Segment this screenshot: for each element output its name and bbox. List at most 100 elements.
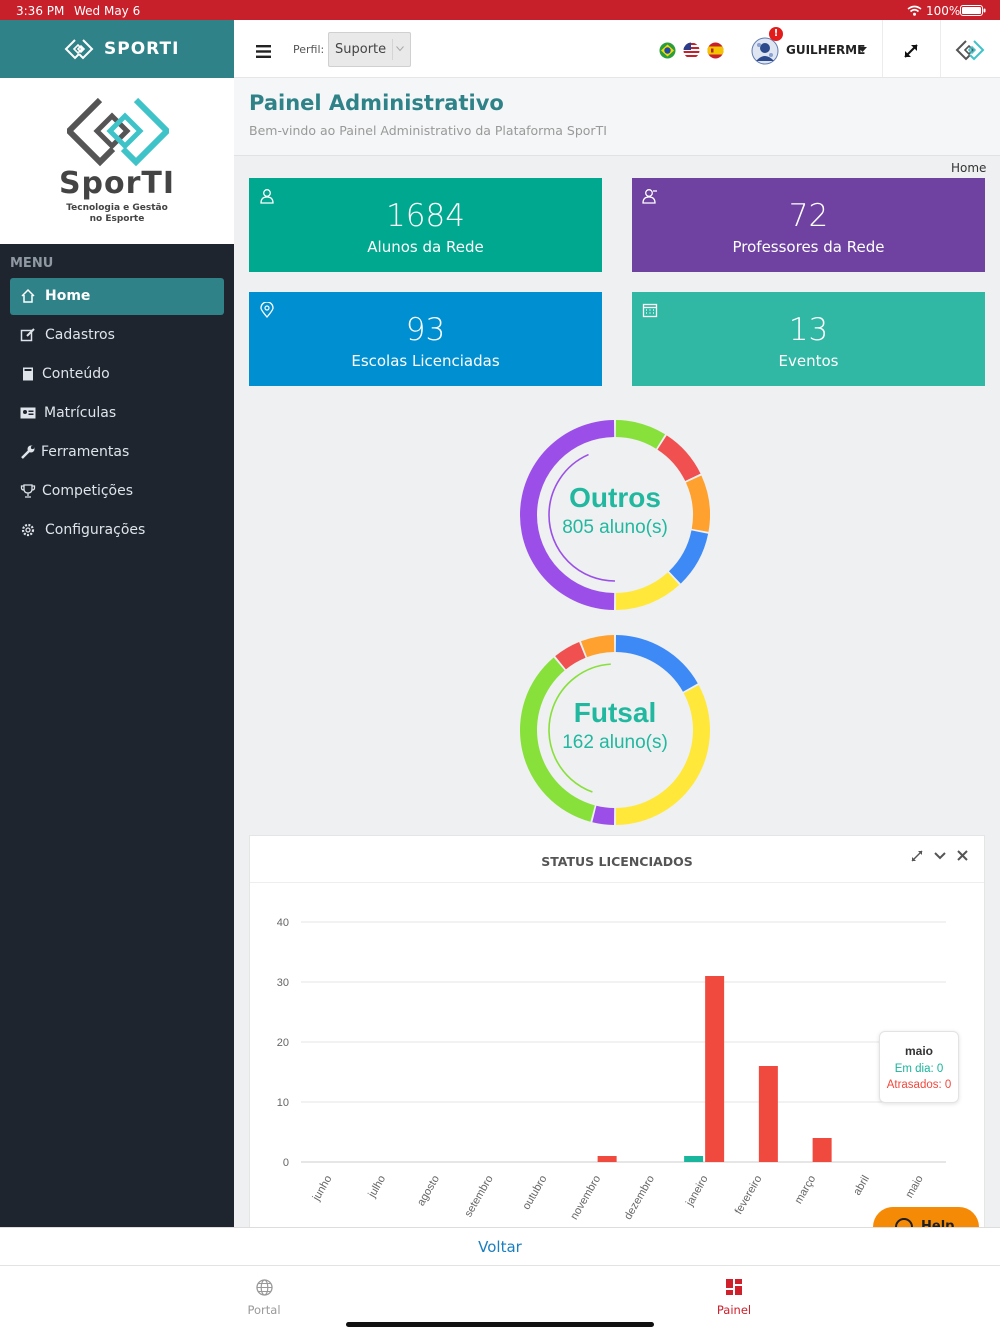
wrench-icon [21,445,35,459]
status-licenciados-panel: STATUS LICENCIADOS 0 10 20 30 40 junho julho ag… [249,835,985,1235]
user-avatar[interactable] [751,37,779,65]
sidebar-item-label: Cadastros [45,327,115,343]
logo-area: SporTI Tecnologia e Gestão no Esporte [0,78,234,244]
tab-label: Portal [247,1303,281,1317]
donut-segments [520,635,710,825]
home-indicator [346,1322,654,1327]
sidebar-item-matriculas[interactable]: Matrículas [10,395,224,432]
notification-badge[interactable]: ! [769,27,783,41]
flag-usa-icon[interactable] [683,42,700,59]
x-tick-label: junho [310,1174,334,1204]
x-tick-label: novembro [568,1174,603,1222]
tab-painel[interactable]: Painel [684,1272,784,1322]
sidebar-item-label: Configurações [45,522,146,538]
id-card-icon [20,407,36,419]
sidebar-item-conteudo[interactable]: Conteúdo [10,356,224,393]
stat-value: 13 [788,312,829,348]
sporti-mark-icon[interactable] [955,39,985,61]
sidebar-item-home[interactable]: Home [10,278,224,315]
fullscreen-icon[interactable] [903,43,919,59]
stat-label: Eventos [778,352,839,370]
stat-value: 93 [405,312,446,348]
sidebar-item-label: Matrículas [44,405,117,421]
bar-em-dia[interactable] [684,1156,704,1162]
x-tick-label: setembro [462,1174,495,1220]
hamburger-icon[interactable] [256,45,271,58]
back-link[interactable]: Voltar [478,1238,522,1256]
stat-card[interactable]: 13 Eventos [632,292,985,386]
tooltip-title: maio [904,1044,933,1058]
x-tick-label: outubro [520,1174,549,1212]
x-tick-label: janeiro [683,1174,710,1209]
flag-brazil-icon[interactable] [659,42,676,59]
sporti-logo-icon [67,98,169,167]
expand-icon[interactable] [911,850,923,862]
bar-atrasados[interactable] [597,1156,617,1162]
perfil-label: Perfil: [293,43,325,56]
breadcrumb[interactable]: Home [951,161,987,175]
perfil-select[interactable]: Suporte [328,32,411,67]
bar-chart: 0 10 20 30 40 junho julho agosto setembro outubro… [277,917,946,1222]
book-icon [23,367,33,381]
page-title: Painel Administrativo [249,91,504,115]
stat-card[interactable]: 1684 Alunos da Rede [249,178,602,272]
close-icon[interactable] [957,850,968,861]
logo-wordmark: SporTI [58,166,176,201]
donut-segment[interactable] [555,642,586,670]
donut-segment[interactable] [615,685,710,825]
trophy-icon [20,484,36,498]
x-tick-label: março [793,1174,819,1206]
chart-tooltip: maio Em dia: 0 Atrasados: 0 [879,1031,959,1103]
donut-segment[interactable] [615,635,698,692]
x-tick-label: abril [851,1174,872,1198]
panel-header: STATUS LICENCIADOS [250,836,984,883]
edit-icon [20,328,35,342]
y-tick-label: 40 [277,917,289,929]
x-tick-label: maio [903,1174,925,1201]
x-tick-label: agosto [415,1174,442,1209]
sidebar-item-configuracoes[interactable]: Configurações [10,512,224,549]
gear-icon [21,523,35,537]
sidebar-item-label: Competições [42,483,134,499]
sidebar-item-ferramentas[interactable]: Ferramentas [10,434,224,471]
bar-atrasados[interactable] [812,1138,832,1162]
donut-segment[interactable] [615,572,680,610]
y-tick-label: 10 [277,1097,289,1109]
y-tick-label: 20 [277,1037,289,1049]
sidebar-item-cadastros[interactable]: Cadastros [10,317,224,354]
x-tick-label: dezembro [622,1174,657,1222]
stat-value: 1684 [386,198,465,234]
donut-segment[interactable] [657,435,701,482]
donut-segment[interactable] [615,420,666,449]
donut-segment[interactable] [685,475,710,532]
donut-segment[interactable] [520,657,595,822]
bar-atrasados[interactable] [705,976,725,1162]
bar-atrasados[interactable] [758,1066,778,1162]
tab-portal[interactable]: Portal [214,1272,314,1322]
panel-title: STATUS LICENCIADOS [541,854,693,869]
caret-down-icon[interactable] [858,47,867,52]
stat-card[interactable]: 93 Escolas Licenciadas [249,292,602,386]
tooltip-line-em-dia: Em dia: 0 [894,1063,944,1075]
donut-segment[interactable] [580,635,615,658]
user-name[interactable]: GUILHERME [786,43,866,57]
stat-label: Escolas Licenciadas [351,352,500,370]
chevron-down-icon [396,46,404,52]
sidebar: SPORTI SporTI Tecnologia e Gestão no Esp… [0,20,234,1227]
stat-card[interactable]: 72 Professores da Rede [632,178,985,272]
collapse-chevron-icon[interactable] [934,852,946,860]
donut-segment[interactable] [520,420,615,610]
donut-segment[interactable] [592,805,615,825]
sidebar-item-label: Conteúdo [42,366,110,382]
donut-segment[interactable] [668,530,709,584]
logo-tagline-1: Tecnologia e Gestão [66,203,168,213]
wifi-icon [907,5,922,16]
brand-bar[interactable]: SPORTI [0,20,234,78]
sidebar-item-competicoes[interactable]: Competições [10,473,224,510]
sidebar-item-label: Home [45,288,91,304]
donut-chart-futsal: Futsal 162 aluno(s) [520,635,710,825]
topbar-divider [882,20,883,77]
y-tick-label: 30 [277,977,289,989]
flag-spain-icon[interactable] [707,42,724,59]
back-bar: Voltar [0,1228,1000,1266]
